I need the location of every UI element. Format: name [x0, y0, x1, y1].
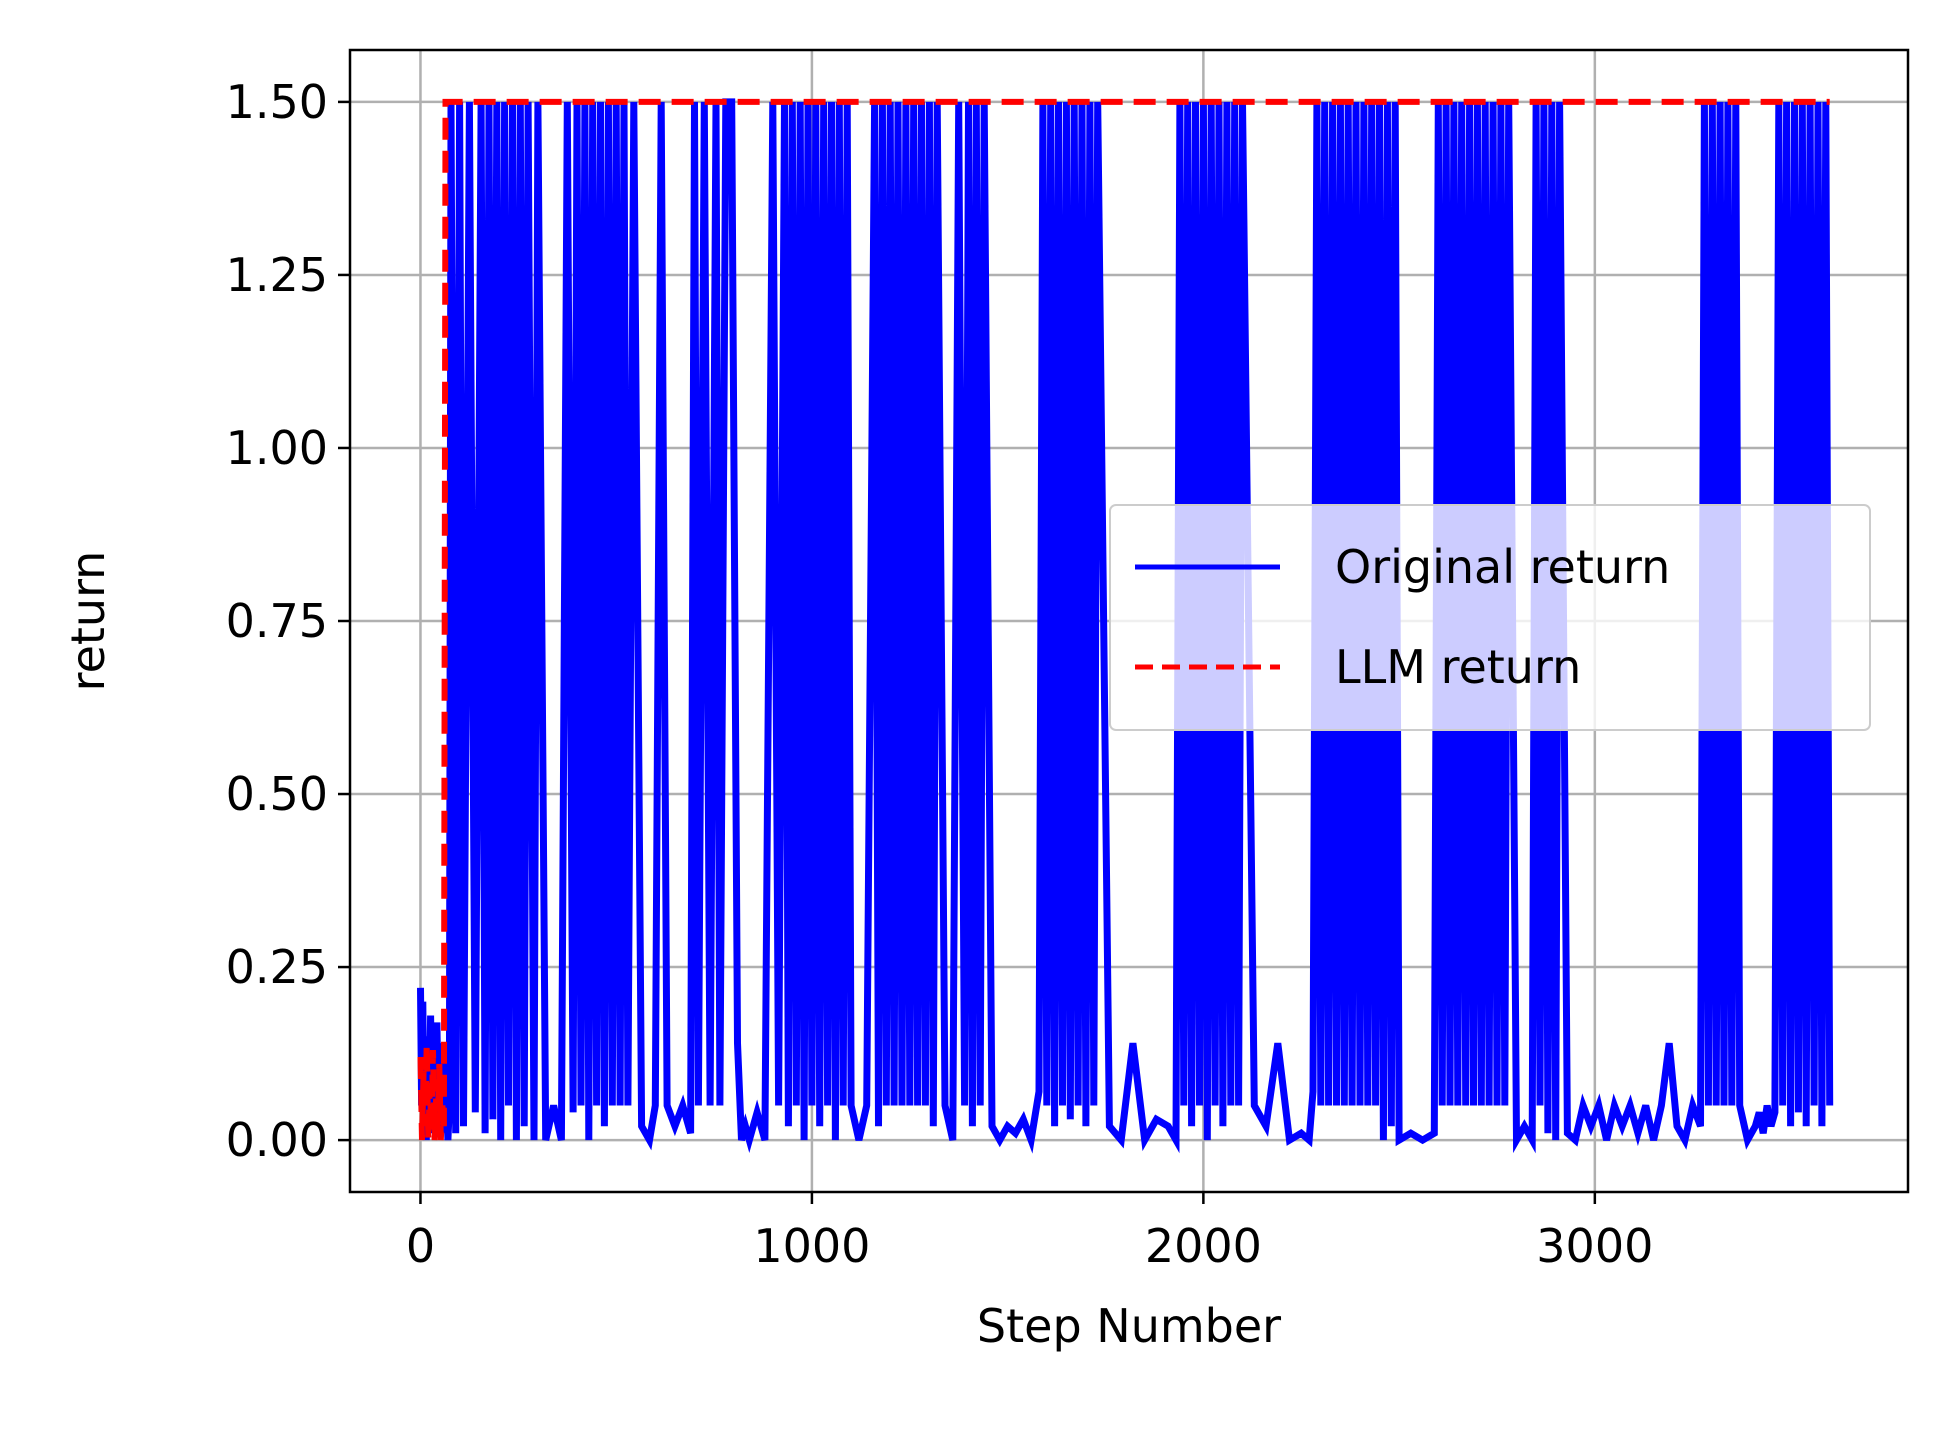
series-layer — [417, 98, 1834, 1154]
x-axis-label: Step Number — [977, 1299, 1281, 1353]
x-tick-label: 3000 — [1536, 1219, 1653, 1273]
y-tick-label: 1.00 — [226, 421, 328, 475]
x-tick-label: 1000 — [753, 1219, 870, 1273]
series-llm-return — [417, 98, 1830, 1141]
y-axis-label: return — [61, 551, 115, 692]
series-original-return — [417, 98, 1834, 1154]
legend-label-original-return: Original return — [1335, 540, 1670, 594]
y-tick-label: 1.50 — [226, 75, 328, 129]
y-tick-label: 0.75 — [226, 594, 328, 648]
x-ticks: 0 1000 2000 3000 — [406, 1192, 1653, 1273]
x-tick-label: 2000 — [1145, 1219, 1262, 1273]
y-tick-label: 0.00 — [226, 1113, 328, 1167]
y-tick-label: 1.25 — [226, 248, 328, 302]
y-tick-label: 0.25 — [226, 940, 328, 994]
legend-box — [1109, 504, 1871, 731]
y-tick-label: 0.50 — [226, 767, 328, 821]
x-tick-label: 0 — [406, 1219, 435, 1273]
legend-label-llm-return: LLM return — [1335, 640, 1581, 694]
y-ticks: 0.00 0.25 0.50 0.75 1.00 1.25 1.50 — [226, 75, 350, 1167]
legend: Original return LLM return — [1109, 504, 1871, 731]
